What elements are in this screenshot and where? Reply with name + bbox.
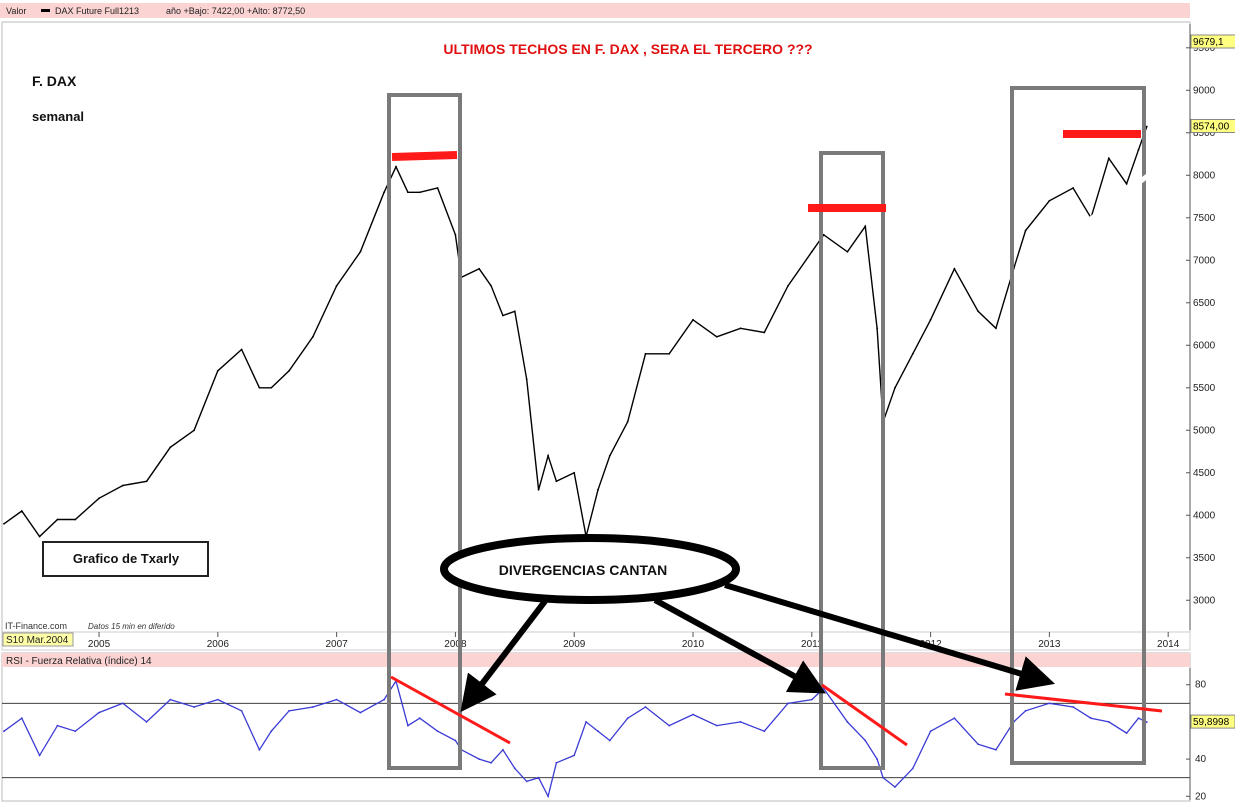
price-last-value-box: [1190, 119, 1235, 134]
price-y-tick-label: 5500: [1193, 383, 1216, 394]
author-label: Grafico de Txarly: [73, 551, 180, 566]
date-badge-box: [2, 632, 74, 647]
header-series-label: DAX Future Full1213: [55, 6, 139, 16]
x-tick-label: 2005: [88, 639, 111, 650]
x-tick-label: 2006: [207, 639, 230, 650]
arrow-to-2011: [653, 597, 827, 694]
price-y-tick-label: 6000: [1193, 340, 1216, 351]
price-last-value-label: 8574,00: [1193, 122, 1230, 133]
header-strip: [0, 3, 1190, 18]
price-y-tick-label: 7500: [1193, 213, 1216, 224]
rsi-y-tick-label: 20: [1195, 791, 1207, 802]
rsi-line: [3, 679, 1148, 799]
date-badge: S10 Mar.2004: [6, 635, 69, 646]
price-last-labels: 8574,00 9679,1: [1190, 34, 1235, 134]
price-y-tick-label: 3000: [1193, 595, 1216, 606]
arrow-to-2007: [460, 590, 555, 713]
price-y-tick-label: 4000: [1193, 510, 1216, 521]
price-y-tick-label: 7000: [1193, 255, 1216, 266]
peak-bar-2007: [391, 151, 458, 161]
period-label: semanal: [32, 109, 84, 124]
callout-text: DIVERGENCIAS CANTAN: [499, 562, 668, 578]
rsi-y-axis: 20 40 80: [1186, 668, 1207, 802]
price-y-tick-label: 4500: [1193, 468, 1216, 479]
price-top-value-box: [1190, 34, 1235, 49]
x-tick-label: 2009: [563, 639, 586, 650]
delay-note: Datos 15 min en diferido: [88, 622, 175, 631]
price-y-tick-label: 6500: [1193, 298, 1216, 309]
rsi-divergence-2011: [821, 683, 908, 747]
instrument-label: F. DAX: [32, 73, 77, 89]
white-trend-line: [1028, 163, 1164, 267]
price-y-tick-label: 8000: [1193, 170, 1216, 181]
callout-ellipse: [440, 534, 740, 604]
x-tick-label: 2008: [444, 639, 467, 650]
rsi-last-value-label: 59,8998: [1193, 717, 1230, 728]
rsi-header-strip: [2, 653, 1190, 667]
author-box: [42, 541, 209, 577]
rsi-y-tick-label: 80: [1195, 680, 1207, 691]
header-valor-label: Valor: [6, 6, 26, 16]
rsi-last-labels: 59,8998: [1190, 714, 1235, 729]
rsi-divergence-2013: [1004, 692, 1163, 713]
rsi-title: RSI - Fuerza Relativa (índice) 14: [6, 656, 152, 667]
price-y-tick-label: 9000: [1193, 85, 1216, 96]
price-y-tick-label: 3500: [1193, 553, 1216, 564]
price-top-value-label: 9679,1: [1193, 37, 1224, 48]
source-label: IT-Finance.com: [5, 621, 67, 631]
x-tick-label: 2013: [1038, 639, 1061, 650]
x-tick-label: 2011: [801, 639, 823, 650]
x-tick-label: 2007: [325, 639, 348, 650]
rsi-divergence-2007: [390, 675, 511, 745]
price-line: [3, 126, 1148, 538]
highlight-box-2011: [819, 151, 885, 770]
highlight-box-2013: [1010, 86, 1146, 765]
highlight-box-2007: [387, 93, 462, 770]
arrow-to-2013: [724, 582, 1055, 691]
price-y-tick-label: 8500: [1193, 128, 1216, 139]
x-tick-label: 2010: [682, 639, 705, 650]
rsi-y-tick-label: 40: [1195, 754, 1207, 765]
rsi-last-value-box: [1190, 714, 1235, 729]
x-tick-label: 2014: [1157, 639, 1180, 650]
header-range-text: año +Bajo: 7422,00 +Alto: 8772,50: [166, 6, 305, 16]
series-swatch: [41, 9, 50, 12]
price-y-tick-label: 5000: [1193, 425, 1216, 436]
main-title: ULTIMOS TECHOS EN F. DAX , SERA EL TERCE…: [443, 41, 812, 57]
